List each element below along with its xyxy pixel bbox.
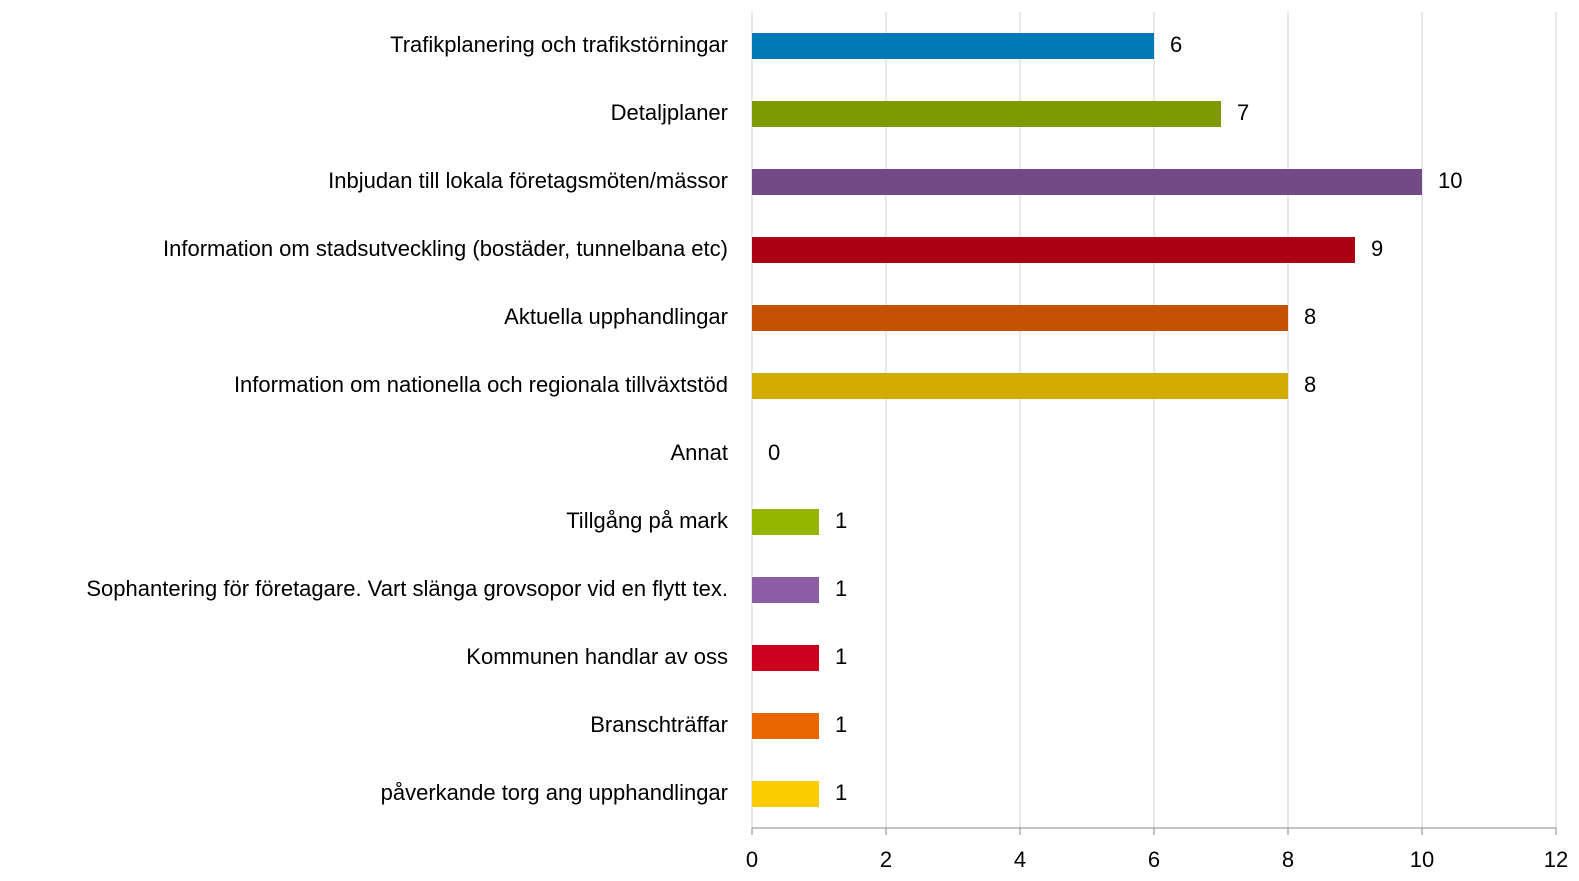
y-tick-label: påverkande torg ang upphandlingar	[381, 780, 728, 805]
y-tick-label: Information om stadsutveckling (bostäder…	[163, 236, 728, 261]
y-tick-label: Branschträffar	[590, 712, 728, 737]
x-tick-label: 10	[1410, 847, 1434, 872]
data-label: 1	[835, 644, 847, 669]
y-tick-label: Detaljplaner	[611, 100, 728, 125]
bar	[752, 713, 819, 739]
bar	[752, 781, 819, 807]
x-tick-label: 4	[1014, 847, 1026, 872]
bar	[752, 237, 1355, 263]
y-tick-label: Information om nationella och regionala …	[234, 372, 728, 397]
y-tick-label: Trafikplanering och trafikstörningar	[390, 32, 728, 57]
data-label: 9	[1371, 236, 1383, 261]
data-label: 7	[1237, 100, 1249, 125]
data-label: 8	[1304, 304, 1316, 329]
bar	[752, 33, 1154, 59]
bar	[752, 645, 819, 671]
data-label: 1	[835, 576, 847, 601]
bar	[752, 305, 1288, 331]
data-label: 0	[768, 440, 780, 465]
y-tick-label: Kommunen handlar av oss	[466, 644, 728, 669]
data-label: 10	[1438, 168, 1462, 193]
x-tick-label: 2	[880, 847, 892, 872]
data-label: 6	[1170, 32, 1182, 57]
y-tick-label: Aktuella upphandlingar	[504, 304, 728, 329]
data-label: 8	[1304, 372, 1316, 397]
y-tick-label: Sophantering för företagare. Vart slänga…	[86, 576, 728, 601]
x-tick-label: 6	[1148, 847, 1160, 872]
data-label: 1	[835, 780, 847, 805]
bar	[752, 373, 1288, 399]
bar	[752, 577, 819, 603]
data-label: 1	[835, 712, 847, 737]
bar	[752, 101, 1221, 127]
y-tick-label: Annat	[671, 440, 729, 465]
x-tick-label: 8	[1282, 847, 1294, 872]
y-tick-label: Inbjudan till lokala företagsmöten/mässo…	[328, 168, 728, 193]
bar	[752, 169, 1422, 195]
y-tick-label: Tillgång på mark	[566, 508, 729, 533]
data-label: 1	[835, 508, 847, 533]
x-tick-label: 0	[746, 847, 758, 872]
bar	[752, 509, 819, 535]
x-tick-label: 12	[1544, 847, 1568, 872]
